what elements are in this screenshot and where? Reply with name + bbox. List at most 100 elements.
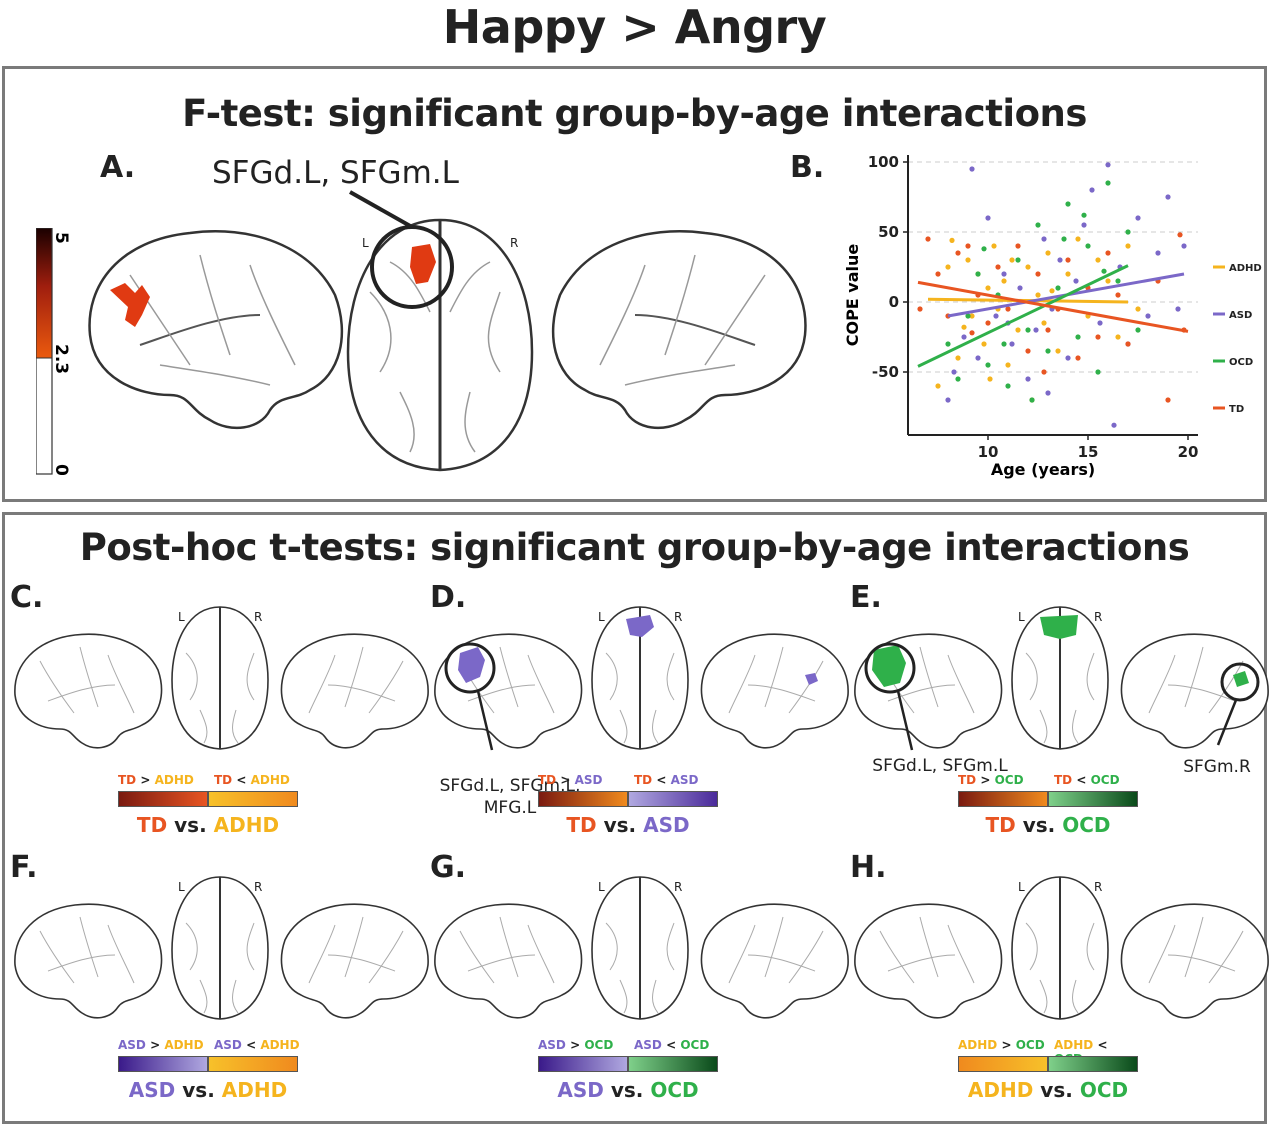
hemi-left-label: L — [178, 610, 185, 624]
data-point-ocd — [985, 362, 991, 368]
panel-label: F. — [10, 850, 38, 885]
data-point-td — [1095, 334, 1101, 340]
figure-title: Happy > Angry — [442, 0, 827, 54]
panel-label: C. — [10, 580, 44, 615]
data-point-td — [925, 236, 931, 242]
colorbar-left — [118, 791, 208, 807]
data-point-asd — [969, 166, 975, 172]
hemi-right-label: R — [510, 236, 518, 250]
data-point-asd — [1009, 341, 1015, 347]
data-point-adhd — [1049, 288, 1055, 294]
fit-line-td — [917, 280, 1189, 333]
brain-left-lateral — [434, 903, 583, 1019]
data-point-ocd — [965, 313, 971, 319]
data-point-ocd — [1105, 180, 1111, 186]
brain-left-lateral — [434, 633, 583, 749]
data-point-ocd — [1081, 212, 1087, 218]
data-point-td — [1065, 257, 1071, 263]
data-point-adhd — [1075, 236, 1081, 242]
data-point-asd — [951, 369, 957, 375]
activation-blob — [1040, 615, 1078, 639]
data-point-td — [1015, 243, 1021, 249]
data-point-asd — [1097, 320, 1103, 326]
data-point-td — [1005, 306, 1011, 312]
x-tick-label: 20 — [1178, 443, 1199, 461]
colorbar-left-label: ASD > OCD — [538, 1038, 614, 1052]
data-point-asd — [1175, 306, 1181, 312]
data-point-adhd — [1015, 327, 1021, 333]
data-point-asd — [961, 334, 967, 340]
data-point-td — [1075, 355, 1081, 361]
colorbar-labels: TD > ASD TD < ASD — [538, 773, 720, 789]
colorbar-left — [958, 1056, 1048, 1072]
legend-label-ocd: OCD — [1229, 357, 1253, 368]
data-point-td — [1165, 397, 1171, 403]
y-tick-label: 100 — [868, 153, 899, 171]
colorbar-left-label: ASD > ADHD — [118, 1038, 204, 1052]
highlight-pointer — [896, 690, 914, 751]
colorbar-max: 5 — [51, 232, 71, 244]
data-point-td — [935, 271, 941, 277]
legend-label-adhd: ADHD — [1229, 263, 1262, 274]
data-point-ocd — [1025, 327, 1031, 333]
data-point-adhd — [961, 324, 967, 330]
colorbar: 5 2.3 0 — [36, 228, 71, 476]
highlight-circle — [444, 642, 496, 694]
brain-right-lateral — [551, 230, 807, 430]
data-point-ocd — [1045, 348, 1051, 354]
data-point-asd — [945, 397, 951, 403]
region-annotation-right: SFGm.R — [1183, 757, 1251, 777]
colorbar-right — [1048, 791, 1138, 807]
colorbar-left-label: TD > ADHD — [118, 773, 194, 787]
data-point-td — [1045, 327, 1051, 333]
legend-label-asd: ASD — [1229, 310, 1252, 321]
data-point-adhd — [935, 383, 941, 389]
hemi-left-label: L — [1018, 880, 1025, 894]
hemi-left-label: L — [178, 880, 185, 894]
data-point-asd — [993, 313, 999, 319]
data-point-asd — [1001, 271, 1007, 277]
panel-label: H. — [850, 850, 887, 885]
data-point-adhd — [949, 237, 955, 243]
hemi-left-label: L — [362, 236, 369, 250]
colorbar-right-label: TD < OCD — [1054, 773, 1120, 787]
brain-left-lateral — [14, 633, 163, 749]
y-tick-label: 50 — [878, 223, 899, 241]
data-point-adhd — [1041, 320, 1047, 326]
y-axis-label: COPE value — [843, 244, 862, 347]
data-point-adhd — [1025, 264, 1031, 270]
scatter-chart: 100 50 0 -50 10 15 20 Age (years) COPE value ADH… — [843, 153, 1262, 479]
comparison-title: ADHD vs. OCD — [967, 1078, 1129, 1102]
brain-right-lateral — [1120, 633, 1269, 749]
hemi-right-label: R — [674, 880, 682, 894]
data-point-ocd — [945, 341, 951, 347]
data-point-ocd — [1001, 341, 1007, 347]
data-point-asd — [1041, 236, 1047, 242]
colorbar-right-label: TD < ADHD — [214, 773, 290, 787]
data-point-td — [969, 330, 975, 336]
hemi-left-label: L — [598, 610, 605, 624]
posthoc-panel — [2, 512, 1267, 1124]
data-point-asd — [1065, 355, 1071, 361]
posthoc-title: Post-hoc t-tests: significant group-by-a… — [79, 526, 1190, 569]
colorbar-left-label: TD > OCD — [958, 773, 1024, 787]
colorbar-left-label: TD > ASD — [538, 773, 603, 787]
data-point-ocd — [1015, 257, 1021, 263]
data-point-adhd — [1035, 292, 1041, 298]
colorbar-labels: TD > OCD TD < OCD — [958, 773, 1140, 789]
hemi-right-label: R — [1094, 610, 1102, 624]
hemi-right-label: R — [254, 880, 262, 894]
data-point-adhd — [969, 313, 975, 319]
highlight-pointer-right — [1216, 699, 1238, 746]
posthoc-panel-g: G. L R ASD > OCD ASD < OCD ASD vs. OCD — [430, 850, 849, 1110]
data-point-ocd — [975, 271, 981, 277]
panel-label: E. — [850, 580, 882, 615]
data-point-adhd — [1009, 257, 1015, 263]
